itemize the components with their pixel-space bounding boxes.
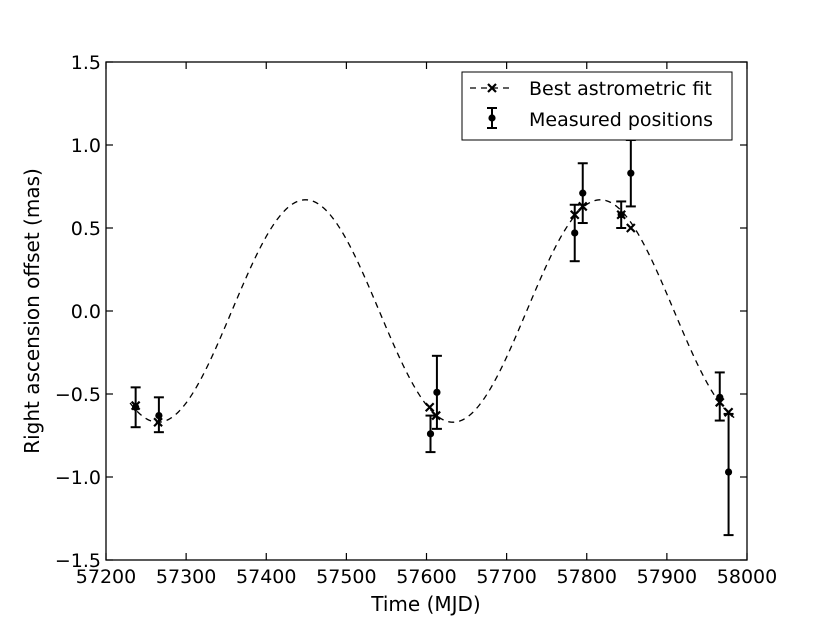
y-axis-label: Right ascension offset (mas) bbox=[20, 168, 44, 454]
legend-fit-marker bbox=[487, 83, 497, 93]
fit-curve-line bbox=[129, 199, 735, 423]
legend-measured-marker bbox=[488, 114, 496, 122]
x-tick-label: 57800 bbox=[557, 566, 617, 588]
y-axis-ticks: 1.5 1.0 0.5 0.0 −0.5 −1.0 −1.5 bbox=[55, 52, 747, 572]
legend-box bbox=[461, 71, 733, 141]
measured-point bbox=[571, 229, 579, 237]
fit-marker bbox=[424, 402, 435, 413]
measured-point bbox=[716, 393, 724, 401]
x-axis-ticks: 57200 57300 57400 57500 57600 57700 57800 57900… bbox=[76, 62, 777, 588]
fit-marker bbox=[723, 407, 734, 418]
measured-point bbox=[724, 468, 733, 476]
x-axis-label: Time (MJD) bbox=[370, 592, 480, 616]
measured-point bbox=[426, 430, 435, 438]
y-tick-label: −1.5 bbox=[55, 550, 101, 572]
x-tick-label: 57200 bbox=[76, 566, 136, 588]
y-tick-label: −0.5 bbox=[55, 384, 101, 406]
measured-point bbox=[433, 388, 441, 396]
x-tick-label: 57500 bbox=[316, 566, 376, 588]
x-tick-label: 57700 bbox=[476, 566, 536, 588]
measured-point bbox=[155, 411, 163, 420]
y-tick-label: 1.0 bbox=[71, 135, 101, 157]
legend-fit-label: Best astrometric fit bbox=[529, 78, 712, 100]
legend-measured-label: Measured positions bbox=[529, 109, 713, 131]
y-tick-label: 0.0 bbox=[71, 301, 101, 323]
y-tick-label: 0.5 bbox=[71, 218, 101, 240]
measured-point bbox=[617, 211, 625, 219]
measured-point bbox=[579, 189, 587, 197]
x-tick-label: 57600 bbox=[396, 566, 456, 588]
y-tick-label: 1.5 bbox=[71, 52, 101, 74]
legend: Best astrometric fit Measured positions bbox=[461, 71, 733, 141]
y-tick-label: −1.0 bbox=[55, 467, 101, 489]
fit-curve-layer bbox=[129, 199, 735, 423]
measured-point bbox=[627, 169, 635, 177]
measured-point-layer bbox=[132, 169, 733, 476]
x-tick-label: 58000 bbox=[717, 566, 777, 588]
x-tick-label: 57300 bbox=[156, 566, 216, 588]
fit-marker-layer bbox=[130, 201, 734, 427]
fit-marker bbox=[626, 223, 636, 233]
x-tick-label: 57400 bbox=[236, 566, 296, 588]
measured-point bbox=[132, 403, 140, 411]
x-tick-label: 57900 bbox=[637, 566, 697, 588]
